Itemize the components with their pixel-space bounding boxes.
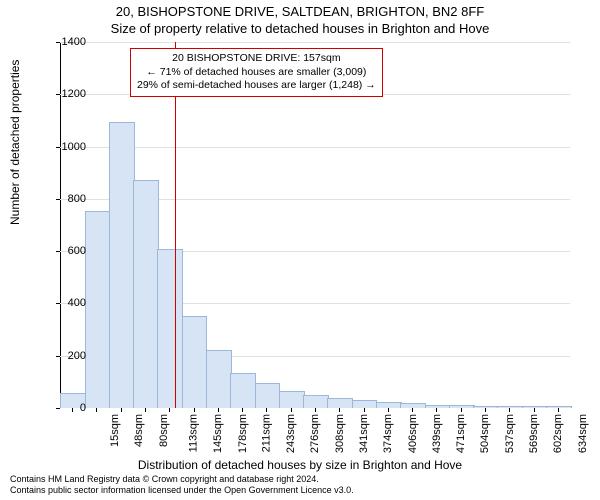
histogram-bar <box>449 405 475 408</box>
info-box-line: 20 BISHOPSTONE DRIVE: 157sqm <box>137 52 376 66</box>
x-tick <box>388 408 389 412</box>
x-tick <box>266 408 267 412</box>
y-axis-label: Number of detached properties <box>8 60 22 225</box>
y-tick <box>56 356 60 357</box>
histogram-bar <box>546 406 572 408</box>
histogram-bar <box>376 402 402 408</box>
x-tick-label: 211sqm <box>260 414 272 452</box>
plot-area: 20 BISHOPSTONE DRIVE: 157sqm← 71% of det… <box>60 42 570 408</box>
x-tick-label: 308sqm <box>334 414 346 453</box>
x-tick <box>169 408 170 412</box>
y-tick-label: 400 <box>68 297 86 309</box>
x-tick <box>145 408 146 412</box>
y-tick-label: 1400 <box>62 36 86 48</box>
y-tick-label: 200 <box>68 350 86 362</box>
y-tick-label: 1000 <box>62 141 86 153</box>
x-tick <box>364 408 365 412</box>
histogram-bar <box>109 122 135 408</box>
y-tick-label: 0 <box>80 402 86 414</box>
x-tick <box>121 408 122 412</box>
x-tick-label: 406sqm <box>407 414 419 453</box>
x-tick-label: 48sqm <box>133 414 145 447</box>
x-tick-label: 80sqm <box>158 414 170 447</box>
histogram-bar <box>230 373 256 408</box>
y-tick <box>56 303 60 304</box>
x-tick-label: 634sqm <box>577 414 589 453</box>
x-tick <box>315 408 316 412</box>
x-tick-label: 243sqm <box>285 414 297 453</box>
y-tick-label: 1200 <box>62 88 86 100</box>
x-tick-label: 276sqm <box>310 414 322 453</box>
gridline <box>60 42 570 43</box>
x-tick <box>461 408 462 412</box>
attribution-line1: Contains HM Land Registry data © Crown c… <box>10 474 354 485</box>
x-tick-label: 537sqm <box>504 414 516 453</box>
y-tick <box>56 408 60 409</box>
x-tick <box>558 408 559 412</box>
histogram-bar <box>206 350 232 409</box>
y-tick-label: 600 <box>68 245 86 257</box>
y-tick <box>56 94 60 95</box>
title-line2: Size of property relative to detached ho… <box>0 19 600 36</box>
histogram-bar <box>352 400 378 408</box>
x-tick <box>339 408 340 412</box>
histogram-bar <box>133 180 159 408</box>
chart-container: 20, BISHOPSTONE DRIVE, SALTDEAN, BRIGHTO… <box>0 0 600 500</box>
x-tick <box>96 408 97 412</box>
x-tick-label: 439sqm <box>431 414 443 453</box>
x-axis-label: Distribution of detached houses by size … <box>0 458 600 472</box>
title-line1: 20, BISHOPSTONE DRIVE, SALTDEAN, BRIGHTO… <box>0 0 600 19</box>
y-tick <box>56 42 60 43</box>
attribution: Contains HM Land Registry data © Crown c… <box>10 474 354 496</box>
x-tick-label: 374sqm <box>382 414 394 453</box>
x-tick-label: 602sqm <box>552 414 564 453</box>
x-tick <box>291 408 292 412</box>
x-tick-label: 15sqm <box>109 414 121 447</box>
x-tick-label: 504sqm <box>480 414 492 453</box>
y-tick <box>56 251 60 252</box>
histogram-bar <box>85 211 111 408</box>
x-tick-label: 471sqm <box>455 414 467 453</box>
x-tick-label: 113sqm <box>187 414 199 452</box>
histogram-bar <box>157 249 183 408</box>
attribution-line2: Contains public sector information licen… <box>10 485 354 496</box>
x-tick-label: 569sqm <box>528 414 540 453</box>
y-tick-label: 800 <box>68 193 86 205</box>
x-tick <box>534 408 535 412</box>
x-tick <box>218 408 219 412</box>
x-tick-label: 341sqm <box>358 414 370 453</box>
x-tick-label: 178sqm <box>237 414 249 453</box>
x-tick <box>436 408 437 412</box>
histogram-bar <box>255 383 281 408</box>
x-tick <box>412 408 413 412</box>
x-tick-label: 145sqm <box>212 414 224 453</box>
histogram-bar <box>303 395 329 408</box>
x-tick <box>485 408 486 412</box>
y-tick <box>56 147 60 148</box>
info-box-line: ← 71% of detached houses are smaller (3,… <box>137 66 376 80</box>
x-tick <box>242 408 243 412</box>
gridline <box>60 147 570 148</box>
histogram-bar <box>327 398 353 408</box>
info-box: 20 BISHOPSTONE DRIVE: 157sqm← 71% of det… <box>130 48 383 97</box>
info-box-line: 29% of semi-detached houses are larger (… <box>137 79 376 93</box>
y-tick <box>56 199 60 200</box>
x-tick <box>72 408 73 412</box>
histogram-bar <box>182 316 208 409</box>
x-tick <box>509 408 510 412</box>
histogram-bar <box>279 391 305 408</box>
x-tick <box>194 408 195 412</box>
